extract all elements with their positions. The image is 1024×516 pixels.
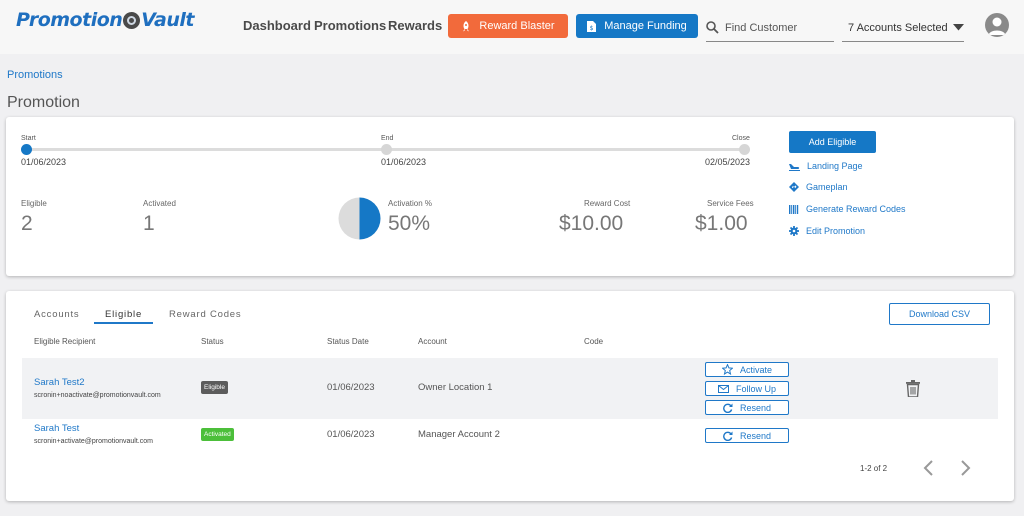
reward-blaster-button[interactable]: Reward Blaster	[448, 14, 568, 38]
pie-activated-slice	[359, 197, 381, 240]
add-eligible-button[interactable]: Add Eligible	[789, 131, 876, 153]
column-header-account: Account	[418, 337, 447, 346]
caret-down-icon	[953, 24, 964, 31]
resend-label: Resend	[739, 402, 772, 413]
chevron-left-icon[interactable]	[922, 459, 934, 477]
search-input[interactable]	[725, 21, 825, 34]
recipient-email: scronin+noactivate@promotionvault.com	[34, 392, 161, 399]
generate-reward-codes-label: Generate Reward Codes	[806, 204, 906, 214]
nav-promotions[interactable]: Promotions	[314, 18, 387, 33]
activation-percent-value: 50%	[388, 212, 431, 235]
user-icon	[988, 17, 1006, 35]
recipient-name[interactable]: Sarah Test2	[34, 377, 85, 388]
column-header-recipient: Eligible Recipient	[34, 337, 96, 346]
page-title: Promotion	[7, 94, 80, 111]
follow-up-label: Follow Up	[735, 383, 776, 394]
barcode-icon	[789, 204, 799, 214]
timeline-end-date: 01/06/2023	[381, 157, 427, 167]
accounts-select[interactable]: 7 Accounts Selected	[842, 14, 964, 42]
table-row	[22, 358, 998, 419]
user-avatar[interactable]	[985, 13, 1009, 37]
eligible-value: 2	[21, 212, 33, 235]
customer-search	[706, 14, 834, 42]
chevron-right-icon[interactable]	[960, 459, 972, 477]
recipient-name[interactable]: Sarah Test	[34, 423, 80, 434]
svg-text:$: $	[590, 25, 594, 32]
logo-text-left: Promotion	[16, 9, 123, 31]
column-header-status: Status	[201, 337, 224, 346]
timeline-end-label: End	[381, 135, 394, 142]
service-fees-label: Service Fees	[707, 199, 754, 208]
timeline-start-marker	[21, 144, 32, 155]
redo-icon	[723, 431, 733, 441]
follow-up-button[interactable]: Follow Up	[705, 381, 789, 396]
nav-dashboard[interactable]: Dashboard	[243, 18, 311, 33]
promotion-summary-card: Start End Close 01/06/2023 01/06/2023 02…	[6, 117, 1014, 276]
timeline-start-label: Start	[21, 135, 36, 142]
resend-label: Resend	[739, 430, 772, 441]
vault-dial-icon	[123, 11, 141, 29]
dollar-file-icon: $	[587, 20, 597, 32]
recipient-email: scronin+activate@promotionvault.com	[34, 438, 153, 445]
service-fees-value: $1.00	[695, 212, 748, 235]
plane-landing-icon	[789, 163, 800, 171]
logo-text-right: Vault	[141, 9, 194, 31]
trash-icon[interactable]	[906, 380, 920, 397]
timeline-end-marker	[381, 144, 392, 155]
breadcrumb-promotions[interactable]: Promotions	[7, 69, 63, 81]
status-badge: Activated	[201, 428, 234, 441]
landing-page-label: Landing Page	[807, 161, 863, 171]
logo[interactable]: Promotion Vault	[16, 9, 194, 31]
accounts-selected-value: 7 Accounts Selected	[848, 21, 948, 34]
status-date: 01/06/2023	[327, 382, 375, 393]
edit-promotion-label: Edit Promotion	[806, 226, 866, 236]
edit-promotion-link[interactable]: Edit Promotion	[789, 226, 865, 236]
status-badge: Eligible	[201, 381, 228, 394]
directions-diamond-icon	[789, 182, 799, 192]
column-header-code: Code	[584, 337, 604, 346]
activate-button[interactable]: Activate	[705, 362, 789, 377]
pagination-info: 1-2 of 2	[860, 464, 888, 473]
status-date: 01/06/2023	[327, 429, 375, 440]
resend-button[interactable]: Resend	[705, 428, 789, 443]
nav-rewards[interactable]: Rewards	[388, 18, 443, 33]
timeline-close-marker	[739, 144, 750, 155]
star-icon	[721, 364, 733, 375]
column-header-status-date: Status Date	[327, 337, 369, 346]
generate-reward-codes-link[interactable]: Generate Reward Codes	[789, 204, 906, 214]
manage-funding-button[interactable]: $ Manage Funding	[576, 14, 698, 38]
activation-percent-label: Activation %	[388, 199, 433, 208]
manage-funding-label: Manage Funding	[604, 20, 687, 32]
redo-icon	[723, 403, 733, 413]
activated-value: 1	[143, 212, 155, 235]
gameplan-link[interactable]: Gameplan	[789, 182, 848, 192]
resend-button[interactable]: Resend	[705, 400, 789, 415]
landing-page-link[interactable]: Landing Page	[789, 161, 863, 171]
eligible-label: Eligible	[21, 199, 47, 208]
tab-accounts[interactable]: Accounts	[34, 309, 80, 320]
rocket-icon	[463, 20, 470, 31]
reward-cost-label: Reward Cost	[584, 199, 631, 208]
reward-blaster-label: Reward Blaster	[479, 20, 555, 32]
eligible-table-card: Accounts Eligible Reward Codes Download …	[6, 291, 1014, 501]
activate-label: Activate	[739, 364, 772, 375]
tab-reward-codes[interactable]: Reward Codes	[169, 309, 242, 320]
tab-eligible[interactable]: Eligible	[94, 309, 154, 324]
timeline-close-date: 02/05/2023	[705, 157, 751, 167]
account-name: Manager Account 2	[418, 429, 500, 440]
search-icon	[706, 21, 719, 34]
reward-cost-value: $10.00	[559, 212, 624, 235]
account-name: Owner Location 1	[418, 382, 493, 393]
top-bar: Promotion Vault Dashboard Promotions Rew…	[0, 0, 1024, 54]
timeline-start-date: 01/06/2023	[21, 157, 67, 167]
gear-icon	[789, 226, 799, 236]
timeline-close-label: Close	[732, 135, 750, 142]
envelope-icon	[717, 384, 729, 393]
gameplan-label: Gameplan	[806, 182, 848, 192]
activated-label: Activated	[143, 199, 176, 208]
download-csv-button[interactable]: Download CSV	[889, 303, 990, 325]
activation-pie-chart	[338, 197, 381, 240]
